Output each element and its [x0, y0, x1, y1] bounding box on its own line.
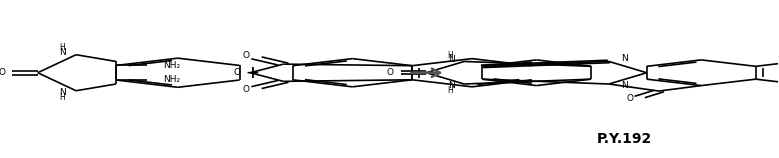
Text: NH₂: NH₂: [164, 61, 181, 70]
Text: H: H: [59, 43, 65, 52]
Text: H: H: [447, 86, 453, 95]
Text: N: N: [621, 81, 628, 90]
Text: O: O: [386, 68, 393, 77]
Text: N: N: [621, 54, 628, 63]
Text: O: O: [233, 68, 240, 77]
Text: +: +: [245, 64, 259, 82]
Text: P.Y.192: P.Y.192: [597, 132, 653, 146]
Text: O: O: [0, 68, 6, 77]
Text: N: N: [59, 48, 65, 57]
Text: O: O: [627, 94, 634, 103]
Text: H: H: [59, 93, 65, 102]
Text: N: N: [449, 55, 455, 64]
Text: O: O: [242, 51, 249, 60]
Text: NH₂: NH₂: [164, 75, 181, 84]
Text: H: H: [447, 51, 453, 60]
Text: N: N: [449, 81, 455, 90]
Text: N: N: [59, 88, 65, 97]
Text: O: O: [242, 85, 249, 94]
Text: +: +: [245, 64, 259, 82]
